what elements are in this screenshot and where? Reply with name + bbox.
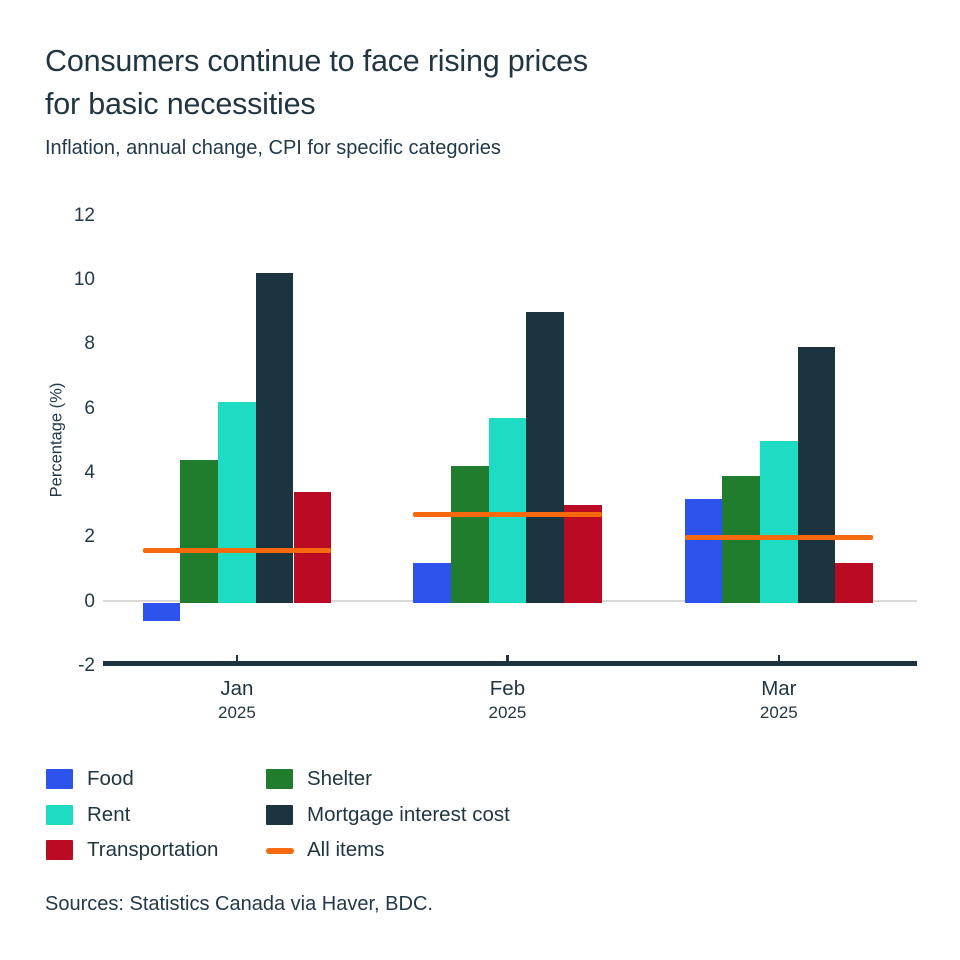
bar-transportation-feb: [564, 505, 602, 603]
x-label-year-mar: 2025: [759, 703, 798, 722]
x-label-year-jan: 2025: [218, 703, 256, 722]
bar-mortgage-interest-cost-jan: [255, 273, 294, 603]
bar-rent-feb: [488, 418, 527, 603]
bar-mortgage-interest-cost-mar: [797, 347, 836, 603]
legend-swatch-transportation: [46, 840, 73, 860]
bar-food-feb: [413, 562, 451, 603]
y-tick-label-10: 10: [73, 268, 95, 290]
bar-food-jan: [142, 603, 181, 621]
legend-label-all-items: All items: [307, 838, 385, 861]
y-tick-label-8: 8: [84, 333, 95, 355]
legend-label-shelter: Shelter: [307, 767, 372, 790]
bar-transportation-mar: [835, 562, 874, 603]
bar-mortgage-interest-cost-feb: [526, 312, 564, 603]
title-line-2: for basic necessities: [45, 87, 316, 121]
x-axis-tick-mar: [777, 655, 781, 662]
legend-label-transportation: Transportation: [87, 838, 219, 861]
y-tick-label-0: 0: [84, 590, 95, 612]
legend-swatch-mortgage-interest-cost: [266, 804, 293, 825]
bar-chart-canvas: Percentage (%) 12 10 8 6 4 2 0 -2 Jan 2025 Feb 2025…: [48, 204, 917, 722]
x-label-month-jan: Jan: [220, 677, 254, 700]
x-axis-line: [103, 661, 917, 666]
legend-swatch-rent: [46, 804, 73, 825]
all-items-line-segment-mar: [684, 534, 874, 540]
x-label-year-feb: 2025: [488, 703, 527, 722]
legend-swatch-food: [46, 769, 73, 789]
title-line-1: Consumers continue to face rising prices: [45, 44, 588, 78]
bar-rent-jan: [218, 402, 256, 603]
y-tick-label-4: 4: [84, 461, 95, 483]
all-items-line-segment-feb: [413, 512, 602, 518]
y-tick-label--2: -2: [78, 654, 95, 676]
legend-label-mortgage-interest-cost: Mortgage interest cost: [307, 802, 510, 826]
x-label-month-feb: Feb: [489, 677, 526, 700]
bar-shelter-jan: [180, 459, 219, 603]
y-tick-label-2: 2: [84, 526, 95, 548]
legend-label-rent: Rent: [87, 802, 131, 826]
bar-rent-mar: [760, 440, 798, 603]
x-axis-tick-jan: [235, 655, 239, 662]
x-axis-tick-feb: [506, 655, 509, 662]
y-tick-label-6: 6: [84, 397, 95, 419]
bar-food-mar: [684, 498, 723, 603]
chart-subtitle: Inflation, annual change, CPI for specif…: [45, 137, 501, 159]
y-tick-label-12: 12: [73, 204, 95, 226]
sources-note: Sources: Statistics Canada via Haver, BD…: [45, 893, 433, 915]
bar-shelter-feb: [450, 466, 489, 603]
x-label-month-mar: Mar: [761, 677, 797, 700]
all-items-line-segment-jan: [142, 547, 332, 553]
legend-line-swatch-all-items: [266, 848, 294, 854]
legend-swatch-shelter: [266, 769, 293, 789]
page-title: Consumers continue to face rising prices…: [45, 40, 805, 126]
legend-label-food: Food: [87, 767, 134, 790]
